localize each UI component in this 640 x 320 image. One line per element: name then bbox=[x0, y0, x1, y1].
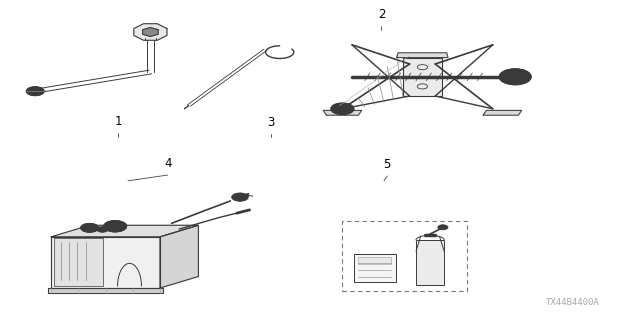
Circle shape bbox=[499, 69, 531, 85]
Polygon shape bbox=[143, 28, 158, 36]
Polygon shape bbox=[160, 225, 198, 288]
Polygon shape bbox=[134, 24, 167, 40]
Circle shape bbox=[331, 103, 354, 115]
Circle shape bbox=[438, 225, 448, 230]
Polygon shape bbox=[48, 288, 163, 293]
Circle shape bbox=[508, 73, 523, 81]
Circle shape bbox=[26, 87, 44, 96]
Text: TX44B4400A: TX44B4400A bbox=[546, 298, 600, 307]
Polygon shape bbox=[323, 110, 362, 115]
Circle shape bbox=[31, 89, 40, 93]
Bar bbox=[54, 238, 104, 286]
Text: 4: 4 bbox=[164, 157, 172, 170]
Bar bbox=[342, 221, 467, 291]
Circle shape bbox=[337, 106, 348, 111]
Circle shape bbox=[104, 220, 127, 232]
Text: 1: 1 bbox=[115, 115, 122, 128]
Polygon shape bbox=[483, 110, 522, 115]
Circle shape bbox=[81, 223, 99, 232]
Circle shape bbox=[110, 224, 120, 229]
Text: 5: 5 bbox=[383, 158, 391, 171]
Bar bbox=[358, 257, 391, 264]
Bar bbox=[403, 58, 442, 96]
Polygon shape bbox=[397, 53, 448, 58]
Text: 3: 3 bbox=[267, 116, 275, 129]
Bar bbox=[416, 240, 444, 285]
Circle shape bbox=[232, 193, 248, 201]
Text: 2: 2 bbox=[378, 8, 385, 21]
Circle shape bbox=[97, 227, 108, 232]
Bar bbox=[354, 254, 396, 282]
Polygon shape bbox=[51, 225, 198, 237]
Polygon shape bbox=[51, 237, 160, 288]
